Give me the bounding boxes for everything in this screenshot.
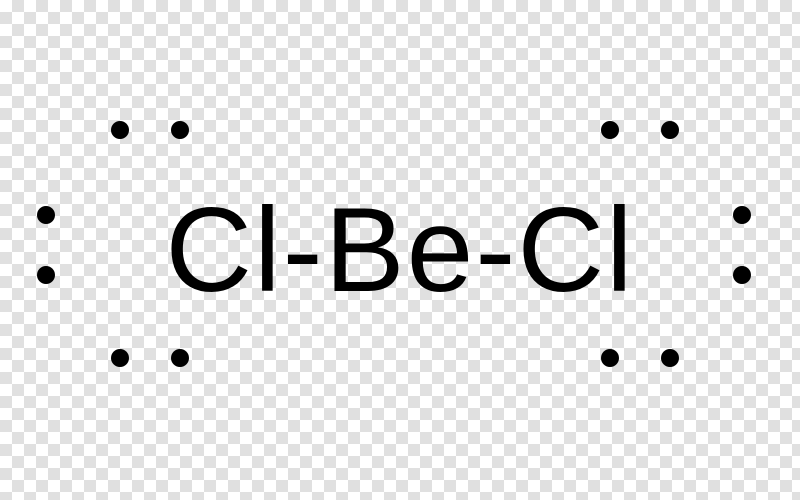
right-cl-lone-pair-dot bbox=[733, 266, 751, 284]
right-cl-lone-pair-dot bbox=[601, 349, 619, 367]
lewis-diagram: Cl-Be-Cl bbox=[0, 0, 800, 500]
left-cl-lone-pair-dot bbox=[37, 266, 55, 284]
left-cl-lone-pair-dot bbox=[111, 349, 129, 367]
left-cl-lone-pair-dot bbox=[171, 349, 189, 367]
left-cl-lone-pair-dot bbox=[171, 121, 189, 139]
left-cl-lone-pair-dot bbox=[37, 206, 55, 224]
right-cl-lone-pair-dot bbox=[733, 206, 751, 224]
molecule-formula: Cl-Be-Cl bbox=[165, 181, 634, 319]
right-cl-lone-pair-dot bbox=[601, 121, 619, 139]
right-cl-lone-pair-dot bbox=[661, 121, 679, 139]
right-cl-lone-pair-dot bbox=[661, 349, 679, 367]
left-cl-lone-pair-dot bbox=[111, 121, 129, 139]
